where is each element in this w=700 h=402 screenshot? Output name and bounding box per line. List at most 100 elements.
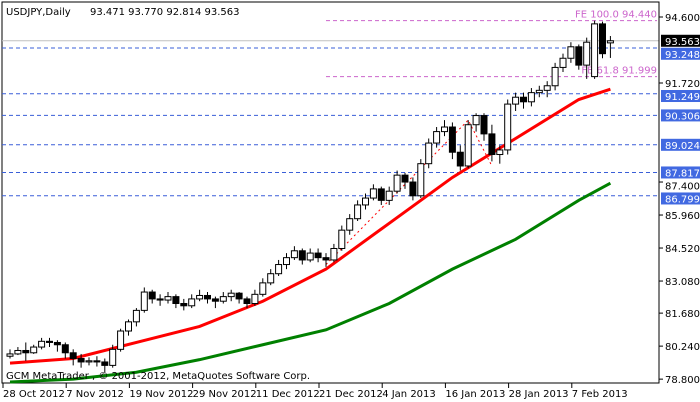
- fibo-expansion-label: FE 100.0 94.440: [575, 10, 657, 21]
- candle: [125, 319, 132, 336]
- candle-body: [306, 252, 314, 261]
- fibo-expansion-label: FE 61.8 91.999: [581, 66, 657, 77]
- candle: [306, 248, 314, 263]
- candle: [377, 186, 385, 205]
- candle-body: [362, 197, 369, 206]
- candle: [551, 62, 559, 91]
- candle: [504, 99, 512, 155]
- level-price-label: 87.817: [665, 168, 700, 179]
- candle-body: [211, 298, 219, 302]
- candle-body: [22, 349, 30, 354]
- candle-body: [591, 23, 599, 78]
- candle: [140, 287, 148, 313]
- candle: [441, 120, 448, 137]
- candle: [180, 298, 188, 311]
- level-price-label: 91.249: [665, 92, 700, 103]
- candle: [535, 85, 543, 98]
- candle: [196, 289, 204, 302]
- level-price-label: 93.248: [665, 50, 700, 61]
- candle-body: [393, 174, 401, 192]
- candle-body: [385, 190, 393, 201]
- x-tick-label: 28 Jan 2013: [509, 389, 569, 400]
- candle-body: [425, 142, 433, 165]
- candle-body: [275, 264, 283, 275]
- level-price-label-bg: [661, 192, 700, 205]
- candle: [156, 294, 164, 306]
- candle-body: [448, 126, 456, 153]
- candle: [77, 353, 85, 368]
- candle: [409, 177, 417, 201]
- candle-body: [46, 340, 53, 343]
- candle: [30, 344, 38, 354]
- y-tick-label: 81.680: [665, 309, 700, 320]
- slow-moving-average-line: [9, 181, 612, 384]
- candle: [599, 21, 606, 59]
- candle: [22, 342, 30, 361]
- x-tick-label: 29 Nov 2012: [193, 389, 257, 400]
- candle-body: [504, 103, 512, 151]
- candle: [567, 42, 575, 63]
- candle: [204, 292, 211, 304]
- candle-body: [180, 303, 188, 307]
- y-tick-label: 87.400: [665, 181, 700, 192]
- candle: [456, 145, 464, 171]
- candle-body: [93, 360, 101, 363]
- y-tick-label: 83.080: [665, 277, 700, 288]
- candle: [6, 349, 14, 359]
- candle-body: [235, 292, 243, 300]
- candle-body: [204, 294, 211, 300]
- y-tick-label: 91.720: [665, 79, 700, 90]
- candle: [425, 138, 433, 169]
- candle: [346, 214, 354, 235]
- candle: [512, 92, 520, 111]
- candle: [393, 170, 401, 194]
- candle: [496, 145, 504, 164]
- candle-body: [196, 294, 204, 300]
- candle: [559, 53, 567, 73]
- candle-body: [433, 131, 441, 144]
- candle: [117, 328, 125, 352]
- candle: [314, 248, 322, 263]
- candle: [132, 308, 140, 327]
- candle: [362, 193, 369, 210]
- candle: [172, 294, 180, 309]
- candle-body: [77, 358, 85, 363]
- candle: [46, 337, 53, 348]
- candle: [235, 292, 243, 304]
- candle-body: [377, 188, 385, 201]
- candle-body: [298, 250, 306, 261]
- x-tick-label: 7 Nov 2012: [66, 389, 124, 400]
- candle-body: [559, 57, 567, 68]
- candle-body: [6, 353, 14, 357]
- candle-body: [535, 89, 543, 94]
- candle: [322, 253, 330, 267]
- candle: [298, 248, 306, 265]
- candle-body: [30, 346, 38, 354]
- candle-body: [496, 149, 504, 156]
- candle-body: [543, 85, 551, 91]
- candle-body: [117, 330, 125, 350]
- candle: [38, 337, 46, 350]
- candle: [101, 358, 109, 373]
- fast-moving-average-line: [9, 87, 611, 365]
- plot-area: [1, 1, 660, 384]
- candle-body: [527, 92, 535, 103]
- x-tick-label: 19 Nov 2012: [129, 389, 193, 400]
- candle: [433, 127, 441, 148]
- candle-body: [283, 257, 290, 266]
- candle: [148, 289, 156, 304]
- candle-body: [53, 341, 61, 346]
- candle: [69, 349, 77, 366]
- candle-body: [330, 247, 338, 261]
- candle-body: [456, 151, 464, 167]
- candle-body: [346, 218, 354, 231]
- level-price-label-bg: [661, 47, 700, 60]
- candle-body: [520, 96, 527, 103]
- candle: [290, 246, 298, 260]
- level-price-label: 86.799: [665, 194, 700, 205]
- candle: [575, 44, 583, 70]
- candle-body: [417, 163, 425, 197]
- chart-title: USDJPY,Daily: [6, 7, 71, 18]
- y-tick-label: 94.600: [665, 13, 700, 24]
